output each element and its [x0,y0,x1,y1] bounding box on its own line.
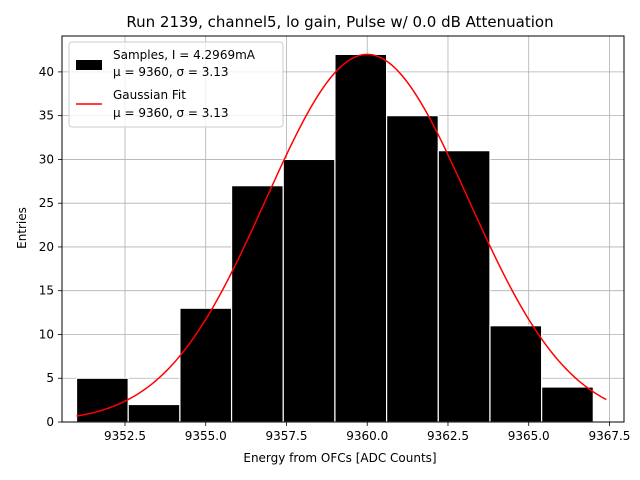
legend: Samples, I = 4.2969mA μ = 9360, σ = 3.13… [68,41,284,128]
x-tick-label: 9357.5 [265,429,307,443]
y-tick-label: 25 [39,196,54,210]
histogram-bar [179,307,233,423]
x-tick-label: 9360.0 [346,429,388,443]
histogram-bar [437,150,491,423]
y-tick-label: 20 [39,240,54,254]
x-tick-label: 9362.5 [427,429,469,443]
legend-samples-label: Samples, I = 4.2969mA [113,48,256,62]
histogram-bar [489,325,543,423]
histogram-bar [127,403,181,423]
x-tick-label: 9355.0 [185,429,227,443]
x-tick-label: 9367.5 [588,429,630,443]
y-tick-label: 40 [39,65,54,79]
legend-box [68,41,284,128]
fit-curve-line [76,53,607,417]
y-axis-ticks: 0 5 10 15 20 25 30 35 40 [39,65,62,429]
y-tick-label: 0 [46,415,54,429]
x-axis-ticks: 9352.5 9355.0 9357.5 9360.0 9362.5 9365.0 9367… [104,422,630,443]
y-tick-label: 5 [46,371,54,385]
y-tick-label: 10 [39,327,54,341]
x-axis-label: Energy from OFCs [ADC Counts] [243,451,436,465]
histogram-bar [230,185,284,423]
legend-samples-stats: μ = 9360, σ = 3.13 [113,65,229,79]
histogram-bar [541,386,594,423]
x-tick-label: 9352.5 [104,429,146,443]
histogram-bar [334,53,388,423]
chart-title: Run 2139, channel5, lo gain, Pulse w/ 0.… [126,13,553,31]
legend-samples-swatch [76,60,102,70]
legend-fit-label: Gaussian Fit [113,88,186,102]
gaussian-fit [76,53,607,417]
legend-fit-stats: μ = 9360, σ = 3.13 [113,106,229,120]
histogram-bar [282,158,336,423]
histogram-bars [75,53,594,423]
y-tick-label: 35 [39,109,54,123]
histogram-bar [386,115,439,423]
y-tick-label: 30 [39,152,54,166]
plot-frame [61,35,625,423]
y-tick-label: 15 [39,284,54,298]
y-axis-label: Entries [15,207,29,249]
x-tick-label: 9365.0 [508,429,550,443]
